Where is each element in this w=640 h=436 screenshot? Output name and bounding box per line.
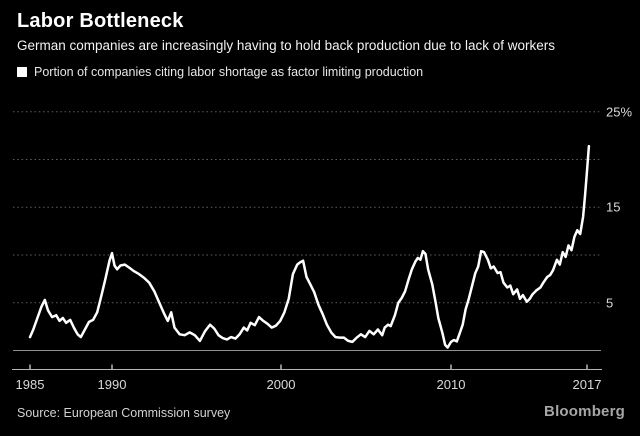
x-axis-label-2000: 2000 (266, 377, 296, 392)
x-axis-label-2017: 2017 (572, 377, 602, 392)
page-title: Labor Bottleneck (17, 10, 184, 32)
y-axis-label-25: 25% (606, 104, 633, 120)
y-axis-label-15: 15 (606, 199, 621, 215)
legend-label: Portion of companies citing labor shorta… (34, 64, 424, 79)
source-note: Source: European Commission survey (17, 406, 231, 420)
x-axis-label-2010: 2010 (436, 377, 466, 392)
x-axis-label-1990: 1990 (97, 377, 127, 392)
legend-swatch-icon (17, 66, 27, 77)
chart-subtitle: German companies are increasingly having… (17, 38, 556, 53)
labor-shortage-line-series (28, 144, 591, 349)
bloomberg-logo: Bloomberg (544, 403, 625, 420)
y-axis-label-5: 5 (606, 295, 614, 311)
x-axis-label-1985: 1985 (15, 377, 45, 392)
chart-legend: Portion of companies citing labor shorta… (17, 64, 424, 79)
